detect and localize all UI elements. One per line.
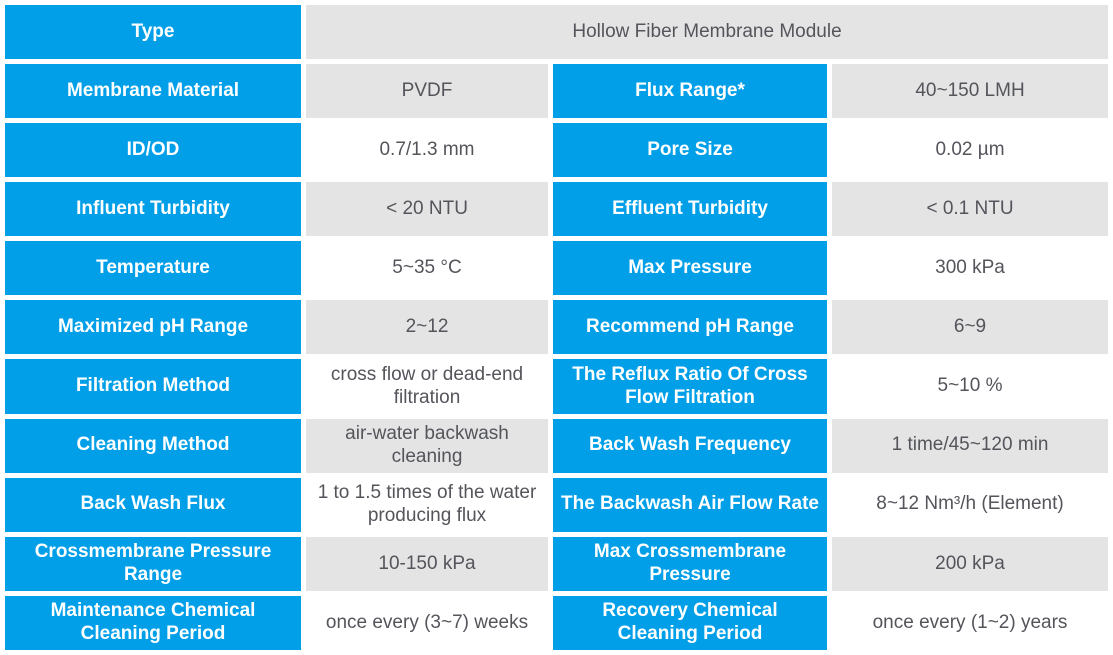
table-row-type: Type Hollow Fiber Membrane Module — [5, 5, 1109, 60]
row-label: Pore Size — [553, 123, 827, 178]
row-label: Back Wash Frequency — [553, 418, 827, 473]
row-label: Crossmembrane Pressure Range — [5, 536, 301, 591]
row-label: Cleaning Method — [5, 418, 301, 473]
row-value: 1 to 1.5 times of the water producing fl… — [306, 477, 548, 532]
module-title-value: Hollow Fiber Membrane Module — [306, 5, 1109, 60]
row-label: Maximized pH Range — [5, 300, 301, 355]
row-value: < 0.1 NTU — [832, 182, 1109, 237]
row-value: once every (1~2) years — [832, 595, 1109, 650]
row-value: 5~10 % — [832, 359, 1109, 414]
row-label: Max Pressure — [553, 241, 827, 296]
row-label: Recommend pH Range — [553, 300, 827, 355]
row-label: The Backwash Air Flow Rate — [553, 477, 827, 532]
row-value: 300 kPa — [832, 241, 1109, 296]
row-label-type: Type — [5, 5, 301, 60]
row-value: 0.7/1.3 mm — [306, 123, 548, 178]
row-value: once every (3~7) weeks — [306, 595, 548, 650]
table-row: Maximized pH Range 2~12 Recommend pH Ran… — [5, 300, 1109, 355]
row-label: Flux Range* — [553, 64, 827, 119]
table-row: Cleaning Method air-water backwash clean… — [5, 418, 1109, 473]
row-value: 0.02 µm — [832, 123, 1109, 178]
table-row: Crossmembrane Pressure Range 10-150 kPa … — [5, 536, 1109, 591]
table-row: Influent Turbidity < 20 NTU Effluent Tur… — [5, 182, 1109, 237]
table-row: Membrane Material PVDF Flux Range* 40~15… — [5, 64, 1109, 119]
table-row: Back Wash Flux 1 to 1.5 times of the wat… — [5, 477, 1109, 532]
row-value: 40~150 LMH — [832, 64, 1109, 119]
row-label: Filtration Method — [5, 359, 301, 414]
row-value: 2~12 — [306, 300, 548, 355]
row-value: air-water backwash cleaning — [306, 418, 548, 473]
table-row: Maintenance Chemical Cleaning Period onc… — [5, 595, 1109, 650]
row-value: PVDF — [306, 64, 548, 119]
row-value: 5~35 °C — [306, 241, 548, 296]
row-label: Effluent Turbidity — [553, 182, 827, 237]
table-row: Temperature 5~35 °C Max Pressure 300 kPa — [5, 241, 1109, 296]
table-row: ID/OD 0.7/1.3 mm Pore Size 0.02 µm — [5, 123, 1109, 178]
row-value: cross flow or dead-end filtration — [306, 359, 548, 414]
row-label: Maintenance Chemical Cleaning Period — [5, 595, 301, 650]
row-label: Back Wash Flux — [5, 477, 301, 532]
table-row: Filtration Method cross flow or dead-end… — [5, 359, 1109, 414]
row-label: Influent Turbidity — [5, 182, 301, 237]
row-value: 10-150 kPa — [306, 536, 548, 591]
row-value: < 20 NTU — [306, 182, 548, 237]
row-label: ID/OD — [5, 123, 301, 178]
row-value: 6~9 — [832, 300, 1109, 355]
row-label: Membrane Material — [5, 64, 301, 119]
row-value: 1 time/45~120 min — [832, 418, 1109, 473]
row-label: Max Crossmembrane Pressure — [553, 536, 827, 591]
row-label: Temperature — [5, 241, 301, 296]
row-label: The Reflux Ratio Of Cross Flow Filtratio… — [553, 359, 827, 414]
row-value: 8~12 Nm³/h (Element) — [832, 477, 1109, 532]
row-value: 200 kPa — [832, 536, 1109, 591]
row-label: Recovery Chemical Cleaning Period — [553, 595, 827, 650]
